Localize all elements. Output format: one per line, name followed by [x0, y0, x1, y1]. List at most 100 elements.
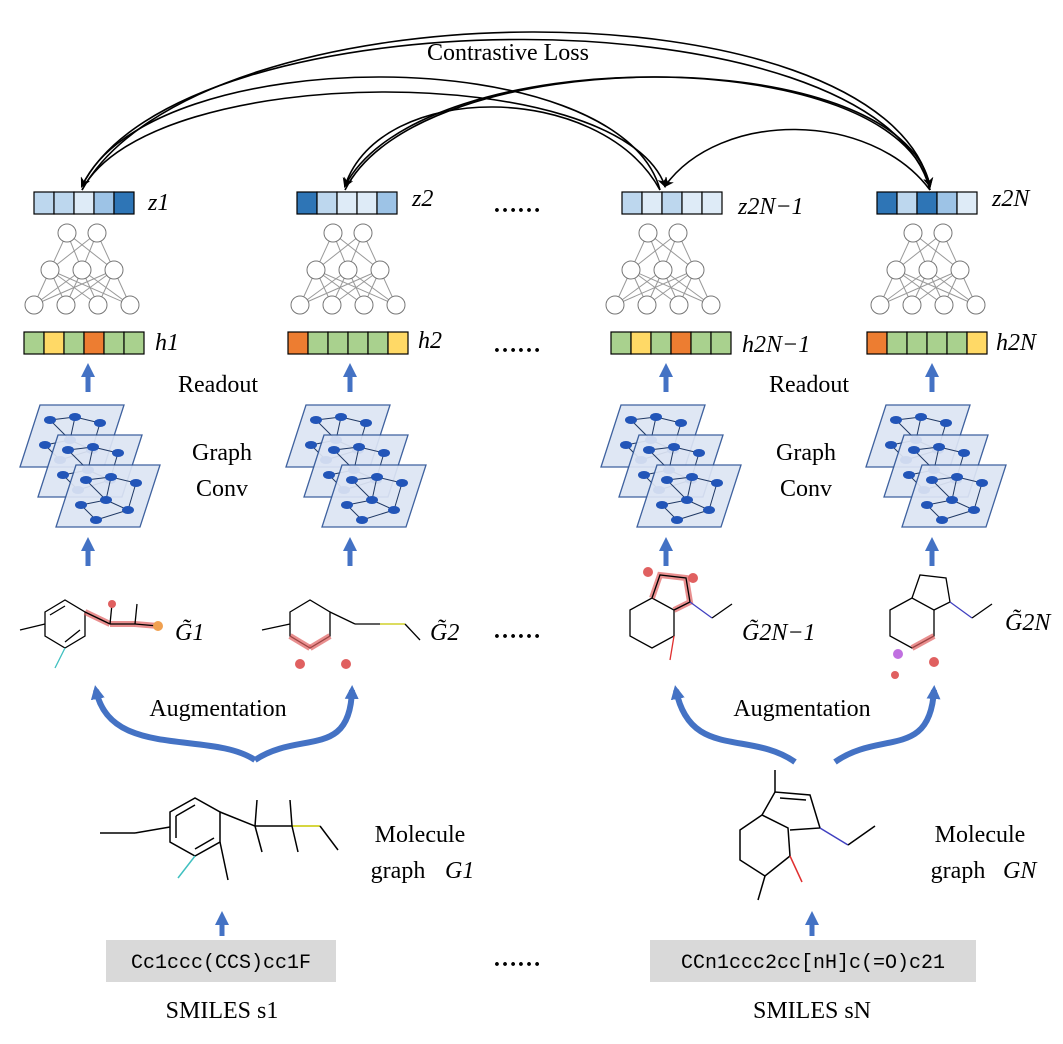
graph-node	[903, 471, 915, 479]
mlp-node	[306, 260, 326, 280]
molecule-graph-label-1a: Molecule	[375, 822, 466, 848]
h-cell	[966, 331, 988, 355]
mlp-edge	[331, 269, 381, 306]
graph-node	[335, 413, 347, 421]
augmentation-arrows	[90, 685, 941, 765]
augmented-molecule-2	[261, 599, 421, 669]
graph-edge	[666, 479, 688, 501]
h-cell	[387, 331, 409, 355]
mlp-edge	[614, 269, 664, 306]
graph-node	[656, 501, 668, 509]
h-cell	[926, 331, 948, 355]
graph-node	[94, 419, 106, 427]
graph-node	[366, 496, 378, 504]
z-label-4: z2N	[991, 186, 1031, 212]
mlp-node	[870, 295, 890, 315]
graph-node	[328, 446, 340, 454]
h-cell	[23, 331, 45, 355]
graph-edge	[708, 482, 718, 511]
z-cell	[296, 191, 318, 215]
smiles-label-1: SMILES s1	[166, 998, 279, 1024]
mlp-edge	[33, 269, 115, 306]
h-label-1: h1	[155, 330, 179, 356]
mlp-edge	[879, 269, 961, 306]
mlp-node	[56, 295, 76, 315]
graph-node	[940, 419, 952, 427]
graph-node	[87, 443, 99, 451]
graph-node	[915, 413, 927, 421]
smiles-string-1: Cc1ccc(CCS)cc1F	[131, 952, 311, 975]
mlp-edge	[332, 232, 381, 271]
augmented-molecule-4	[889, 574, 993, 679]
mlp-edge	[299, 269, 381, 306]
mlp-node	[57, 223, 77, 243]
graph-edge	[931, 479, 953, 501]
graph-node	[75, 501, 87, 509]
h-cell	[866, 331, 888, 355]
mlp-edge	[912, 232, 961, 271]
mlp-node	[902, 295, 922, 315]
mlp-edge	[33, 269, 83, 306]
graph-node	[620, 441, 632, 449]
mlp-node	[322, 295, 342, 315]
graph-node	[388, 506, 400, 514]
mlp-node	[88, 295, 108, 315]
h-cell	[347, 331, 369, 355]
z-cell	[876, 191, 898, 215]
graph-edge	[973, 482, 983, 511]
graph-node	[686, 473, 698, 481]
graph-node	[112, 449, 124, 457]
h-label-4: h2N	[996, 330, 1038, 356]
z-cell	[113, 191, 135, 215]
augmentation-label-left: Augmentation	[149, 696, 286, 722]
z-label-1: z1	[147, 190, 169, 216]
graph-node	[703, 506, 715, 514]
h-cell	[103, 331, 125, 355]
mlp-edge	[911, 269, 961, 306]
mlp-icon	[870, 223, 986, 315]
mlp-icon	[605, 223, 721, 315]
h-cell	[610, 331, 632, 355]
graph-node	[668, 443, 680, 451]
graph-node	[44, 416, 56, 424]
z-cell	[33, 191, 55, 215]
graph-node	[371, 473, 383, 481]
mlp-node	[903, 223, 923, 243]
z-cell	[916, 191, 938, 215]
z-cell	[936, 191, 958, 215]
mlp-node	[72, 260, 92, 280]
graph-node	[681, 496, 693, 504]
molecule-graph-name-1: G1	[445, 858, 474, 884]
mlp-node	[669, 295, 689, 315]
mlp-node	[290, 295, 310, 315]
augmented-molecule-3	[629, 567, 733, 661]
graph-node	[341, 501, 353, 509]
graph-node	[671, 516, 683, 524]
ellipsis-graph: ……	[493, 618, 541, 644]
graph-node	[908, 446, 920, 454]
augmentation-label-right: Augmentation	[733, 696, 870, 722]
augmented-graph-label-3: G̃2N−1	[742, 619, 816, 646]
graph-node	[638, 471, 650, 479]
z-embeddings	[33, 191, 978, 215]
mlp-edge	[614, 269, 696, 306]
vertical-arrows	[81, 363, 939, 566]
ellipsis-h: ……	[493, 332, 541, 358]
contrastive-loss-title: Contrastive Loss	[427, 40, 589, 66]
mlp-edge	[315, 232, 364, 271]
z-cell	[641, 191, 663, 215]
mlp-node	[934, 295, 954, 315]
mlp-node	[638, 223, 658, 243]
projection-heads	[24, 223, 986, 315]
graph-edge	[85, 479, 107, 501]
augmented-graph-label-1: G̃1	[175, 619, 204, 646]
mlp-node	[120, 295, 140, 315]
mlp-node	[621, 260, 641, 280]
graph-conv-label-right-1: Graph	[776, 440, 836, 466]
graph-conv-label-left-1: Graph	[192, 440, 252, 466]
mlp-edge	[66, 232, 115, 271]
graph-node	[378, 449, 390, 457]
h-cell	[886, 331, 908, 355]
ellipsis-z: ……	[493, 192, 541, 218]
smiles-box-n	[650, 940, 976, 982]
